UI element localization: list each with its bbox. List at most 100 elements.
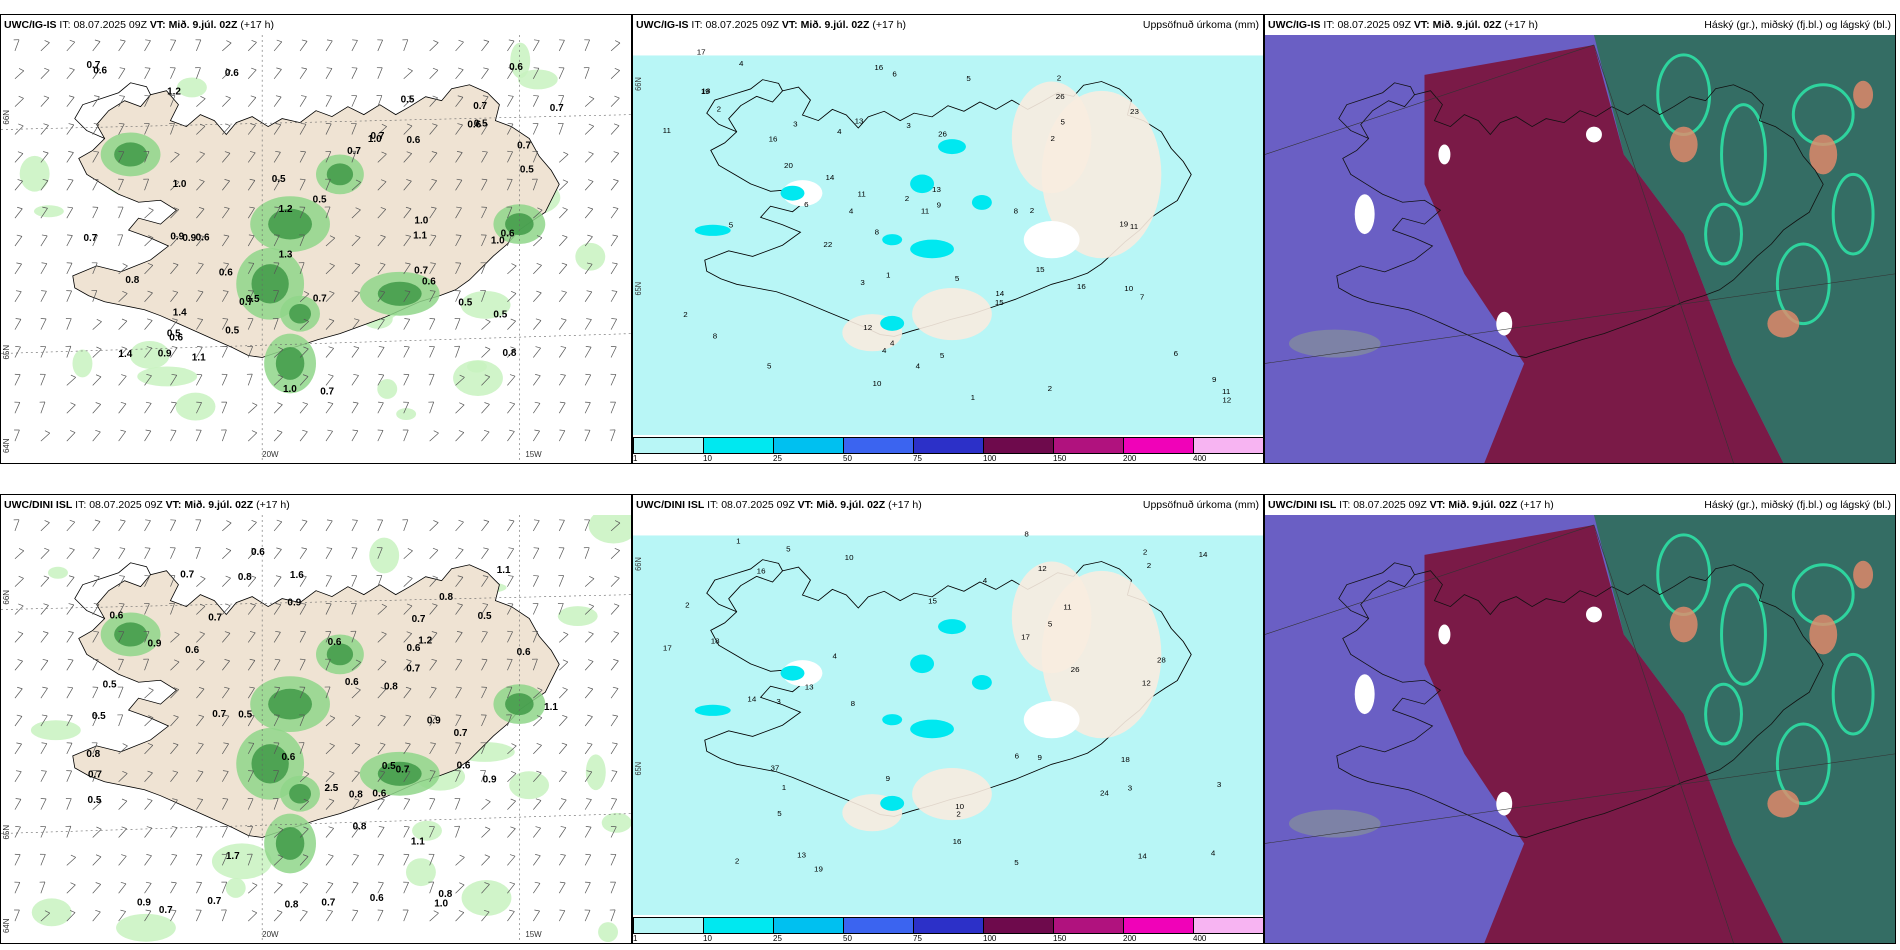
precip-value-label: 0.6 <box>219 268 233 279</box>
wind-barb <box>92 402 101 414</box>
wind-barb <box>610 798 617 810</box>
accum-value-label: 37 <box>771 764 780 773</box>
it-label: IT: <box>1339 499 1351 511</box>
wind-barb <box>195 429 202 442</box>
wind-barb <box>429 910 439 922</box>
wind-barb <box>14 770 22 782</box>
wind-barb <box>247 519 257 532</box>
wind-barb <box>325 798 335 810</box>
precip-value-label: 0.6 <box>185 645 199 656</box>
precip-core <box>326 163 354 186</box>
wind-barb <box>92 658 99 671</box>
map-area[interactable]: 66N 65N 64N 20W 15W 1.4 0.6 0.7 1.1 0.8 0.6 0.6 0.7 0… <box>1 35 631 463</box>
wind-barb <box>66 39 76 52</box>
colorbar-tick-label: 10 <box>703 934 712 943</box>
wind-barb <box>350 123 357 135</box>
wind-barb <box>222 206 230 219</box>
wind-barb <box>65 825 72 838</box>
wind-barb <box>558 714 568 727</box>
wind-barb <box>325 235 336 247</box>
accum-value-label: 5 <box>729 221 733 230</box>
precip-value-label: 1.7 <box>226 851 240 862</box>
wind-barb <box>455 374 465 386</box>
wind-barb <box>273 178 281 191</box>
wind-barb <box>610 234 619 247</box>
wind-barb <box>455 39 464 52</box>
wind-barb <box>584 575 595 587</box>
map-area[interactable] <box>1265 35 1895 463</box>
wind-barb <box>584 39 590 52</box>
wind-barb <box>481 686 488 699</box>
accum-value-label: 10 <box>873 379 882 388</box>
precip-value-label: 0.8 <box>238 572 252 583</box>
grid-line <box>1593 44 1734 463</box>
dry-area <box>1011 561 1092 674</box>
wind-barb <box>118 798 128 810</box>
wind-barb <box>40 547 50 560</box>
grid-line <box>1593 524 1734 943</box>
precip-value-label: 0.5 <box>272 174 286 185</box>
wind-barb <box>196 318 204 330</box>
wind-barb <box>584 659 594 671</box>
map-area[interactable]: 66N 65N 2 2 10 4 10 11 8 12 9 2 17 26 19 16 5 13 12 15 18 18 1… <box>633 515 1263 915</box>
wind-barb <box>170 714 179 727</box>
iceland-coast <box>1336 564 1824 838</box>
map-area[interactable]: 66N 65N 2 2 2 16 11 4 14 4 3 5 11 2 13 23 19 10 13 11 8 5 15 6 8… <box>633 35 1263 435</box>
wind-barb <box>533 687 543 699</box>
precip-value-label: 0.7 <box>454 728 468 739</box>
wind-barb <box>507 798 516 810</box>
model-name: UWC/DINI ISL <box>4 499 73 511</box>
wind-barb <box>558 290 567 302</box>
wind-barb <box>429 67 439 80</box>
clear-sky-area <box>1585 126 1602 143</box>
accum-value-label: 13 <box>932 185 941 194</box>
precip-area <box>31 898 72 927</box>
cloud-overlap-area <box>1767 789 1800 818</box>
wind-barb <box>40 40 50 52</box>
accum-value-label: 14 <box>995 289 1005 298</box>
map-area[interactable]: 66N 65N 64N 20W 15W 0.8 1.0 2.5 0.8 0.7 0.8 0.7 0.7 0… <box>1 515 631 943</box>
wind-barb <box>118 854 127 866</box>
accum-value-label: 8 <box>713 332 717 341</box>
wind-barb <box>92 123 100 135</box>
model-name: UWC/IG-IS <box>1268 19 1321 31</box>
wind-barb <box>118 547 126 559</box>
high-cloud-contour <box>1720 103 1767 206</box>
wind-barb <box>533 318 542 330</box>
wind-barb <box>144 547 151 559</box>
wind-barb <box>481 206 488 219</box>
wind-barb <box>40 910 50 922</box>
wind-barb <box>169 602 175 615</box>
wind-barb <box>377 826 385 838</box>
wind-barb <box>196 206 205 219</box>
clear-sky-area <box>1438 624 1451 645</box>
wind-barb <box>325 429 333 442</box>
precip-value-label: 1.0 <box>491 236 505 247</box>
wind-barb <box>196 401 202 414</box>
wind-barb <box>299 658 306 671</box>
wind-barb <box>118 318 128 330</box>
wind-barb <box>610 742 618 755</box>
wind-barb <box>92 150 99 163</box>
grid-line <box>1265 44 1595 155</box>
precip-value-label: 0.7 <box>88 770 102 781</box>
wind-barb <box>402 909 409 922</box>
wind-barb <box>481 603 489 615</box>
precip-value-label: 1.0 <box>173 179 187 190</box>
wind-barb <box>506 178 513 191</box>
colorbar: 1 10 25 50 75 100 150 200 400 <box>633 437 1263 463</box>
wind-barb <box>403 68 413 80</box>
wind-barb <box>455 603 463 615</box>
wind-barb <box>403 714 412 727</box>
wind-barb <box>39 373 46 386</box>
wind-barb <box>92 318 102 330</box>
wind-barb <box>325 826 334 838</box>
coordinate-label: 20W <box>262 930 279 939</box>
wind-barb <box>429 346 435 358</box>
map-area[interactable] <box>1265 515 1895 943</box>
wind-barb <box>429 658 437 671</box>
wind-barb <box>14 881 21 894</box>
wind-barb <box>65 798 72 810</box>
wind-barb <box>40 686 48 699</box>
wind-barb <box>429 234 437 247</box>
